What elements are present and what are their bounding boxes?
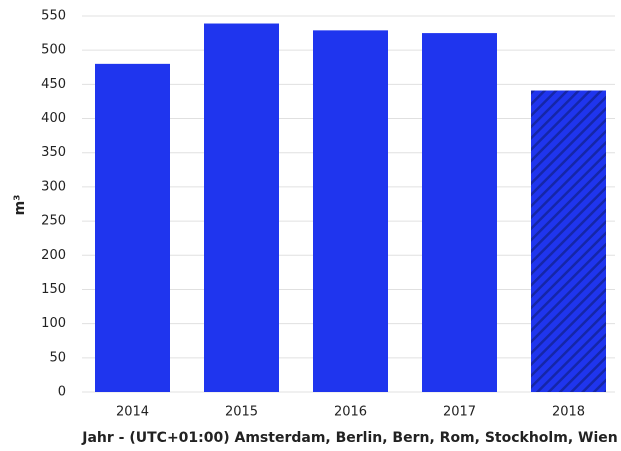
y-tick-label: 550: [41, 9, 66, 24]
x-tick-label: 2015: [225, 405, 258, 420]
y-tick-label: 100: [41, 316, 66, 331]
y-tick-label: 200: [41, 248, 66, 263]
y-tick-label: 500: [41, 43, 66, 58]
x-tick-label: 2018: [552, 405, 585, 420]
y-tick-label: 150: [41, 282, 66, 297]
x-tick-label: 2017: [443, 405, 476, 420]
bar: [313, 30, 388, 393]
x-tick-label: 2016: [334, 405, 367, 420]
bar: [204, 23, 279, 393]
x-axis-title: Jahr - (UTC+01:00) Amsterdam, Berlin, Be…: [81, 430, 617, 446]
x-tick-label: 2014: [116, 405, 149, 420]
y-tick-label: 450: [41, 77, 66, 92]
y-axis-title: m³: [12, 195, 28, 216]
bar: [95, 63, 170, 392]
bar: [531, 90, 606, 393]
y-tick-label: 250: [41, 214, 66, 229]
y-tick-label: 300: [41, 179, 66, 194]
y-tick-label: 50: [49, 350, 66, 365]
y-tick-label: 0: [58, 385, 66, 400]
y-tick-label: 400: [41, 111, 66, 126]
y-tick-label: 350: [41, 145, 66, 160]
bar: [422, 33, 497, 392]
